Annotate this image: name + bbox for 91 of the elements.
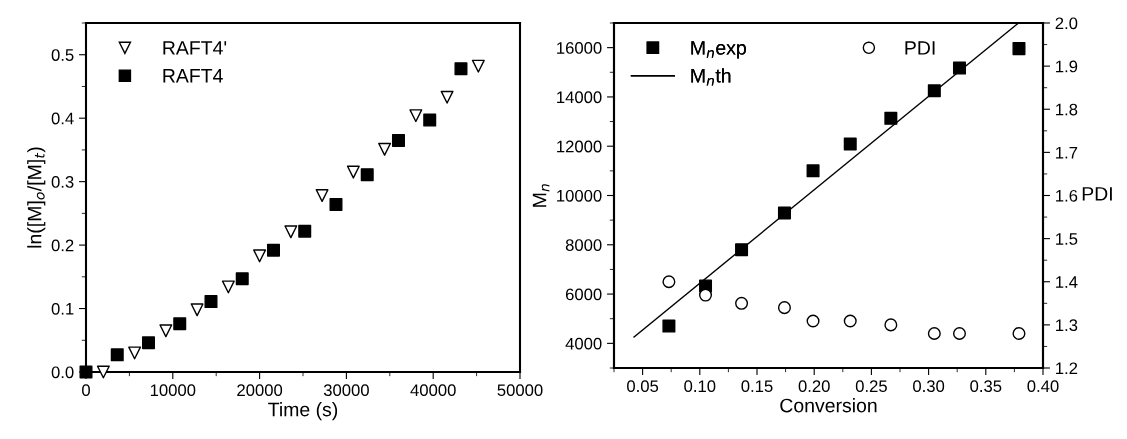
point <box>927 84 941 98</box>
point <box>699 288 713 302</box>
y-tick-label: 4000 <box>565 337 602 350</box>
point <box>173 317 187 331</box>
x-tick-label: 0.35 <box>970 380 1002 393</box>
point <box>391 133 405 147</box>
point <box>284 225 298 239</box>
y-tick-label: 0.5 <box>51 49 74 61</box>
x-axis-title: Time (s) <box>268 402 338 421</box>
point <box>454 62 468 76</box>
x-tick-label: 0.20 <box>798 380 830 393</box>
y2-axis-title: PDI <box>1082 187 1112 201</box>
y2-tick-label: 1.9 <box>1056 60 1078 73</box>
x-tick-label: 0.15 <box>741 380 773 393</box>
x-tick-label: 50000 <box>497 384 543 397</box>
y-tick-label: 0.4 <box>51 112 74 125</box>
y2-tick-label: 1.7 <box>1056 146 1078 159</box>
legend-label: M$_{n}$exp <box>691 41 746 59</box>
point <box>1012 42 1026 56</box>
x-tick-label: 0.10 <box>684 380 716 393</box>
point <box>266 243 280 257</box>
y-axis-title: ln([M]$_{o}$/[M]$_{t}$) <box>27 147 46 248</box>
x-tick-label: 0.05 <box>627 380 659 393</box>
y-tick-label: 14000 <box>557 91 602 104</box>
point <box>204 295 218 309</box>
point <box>315 189 329 203</box>
legend-label: M$_{n}$th <box>691 68 731 86</box>
point <box>346 165 360 179</box>
point <box>235 272 249 286</box>
y-tick-label: 0.3 <box>51 176 74 188</box>
x-tick-label: 40000 <box>410 384 456 397</box>
y2-tick-label: 1.8 <box>1056 103 1078 116</box>
point <box>378 142 392 156</box>
x-tick-label: 0 <box>82 384 90 397</box>
point <box>952 326 966 341</box>
point <box>884 111 898 125</box>
point <box>96 365 110 379</box>
x-tick-label: 20000 <box>237 384 283 397</box>
y-tick-label: 16000 <box>557 42 602 54</box>
point <box>471 59 485 73</box>
point <box>253 249 267 263</box>
point <box>423 113 437 127</box>
y2-tick-label: 1.6 <box>1056 189 1078 202</box>
y-tick-label: 12000 <box>557 140 602 153</box>
point <box>777 206 791 220</box>
point <box>662 275 676 289</box>
point <box>221 280 235 294</box>
point <box>1012 326 1026 341</box>
point <box>440 90 454 104</box>
legend-label: RAFT4 <box>163 69 223 83</box>
y2-tick-label: 1.5 <box>1056 233 1078 245</box>
point <box>298 224 312 238</box>
x-tick-label: 10000 <box>150 384 196 397</box>
point <box>806 314 820 328</box>
y2-tick-label: 2.0 <box>1055 17 1078 30</box>
y-tick-label: 8000 <box>565 239 602 251</box>
point <box>777 301 791 315</box>
y-tick-label: 0.0 <box>51 366 74 379</box>
point <box>735 296 749 310</box>
point <box>141 336 156 350</box>
y-tick-label: 0.2 <box>51 239 74 252</box>
y2-tick-label: 1.4 <box>1056 276 1078 288</box>
x-tick-label: 30000 <box>323 384 369 397</box>
point <box>843 137 857 151</box>
legend-label: RAFT4' <box>163 41 227 55</box>
point <box>409 109 423 123</box>
point <box>952 61 966 75</box>
y-tick-label: 10000 <box>557 189 602 202</box>
point <box>79 365 93 379</box>
x-tick-label: 0.40 <box>1027 380 1059 393</box>
point <box>329 197 343 211</box>
point <box>360 168 374 182</box>
legend-label: PDI <box>905 41 935 55</box>
point <box>884 318 898 332</box>
point <box>735 243 749 257</box>
point <box>927 326 941 341</box>
point <box>843 314 857 328</box>
point <box>128 346 142 360</box>
y-tick-label: 6000 <box>565 288 602 301</box>
point <box>110 348 124 362</box>
point <box>662 319 676 333</box>
y2-tick-label: 1.3 <box>1056 319 1078 332</box>
x-axis-title: Conversion <box>780 398 877 413</box>
point <box>806 164 820 178</box>
y2-tick-label: 1.2 <box>1056 362 1078 375</box>
x-tick-label: 0.30 <box>913 380 945 393</box>
point <box>190 303 204 317</box>
x-tick-label: 0.25 <box>855 380 887 393</box>
y-tick-label: 0.1 <box>51 302 74 315</box>
y-axis-title: M$_{n}$ <box>532 184 550 207</box>
point <box>159 324 173 338</box>
